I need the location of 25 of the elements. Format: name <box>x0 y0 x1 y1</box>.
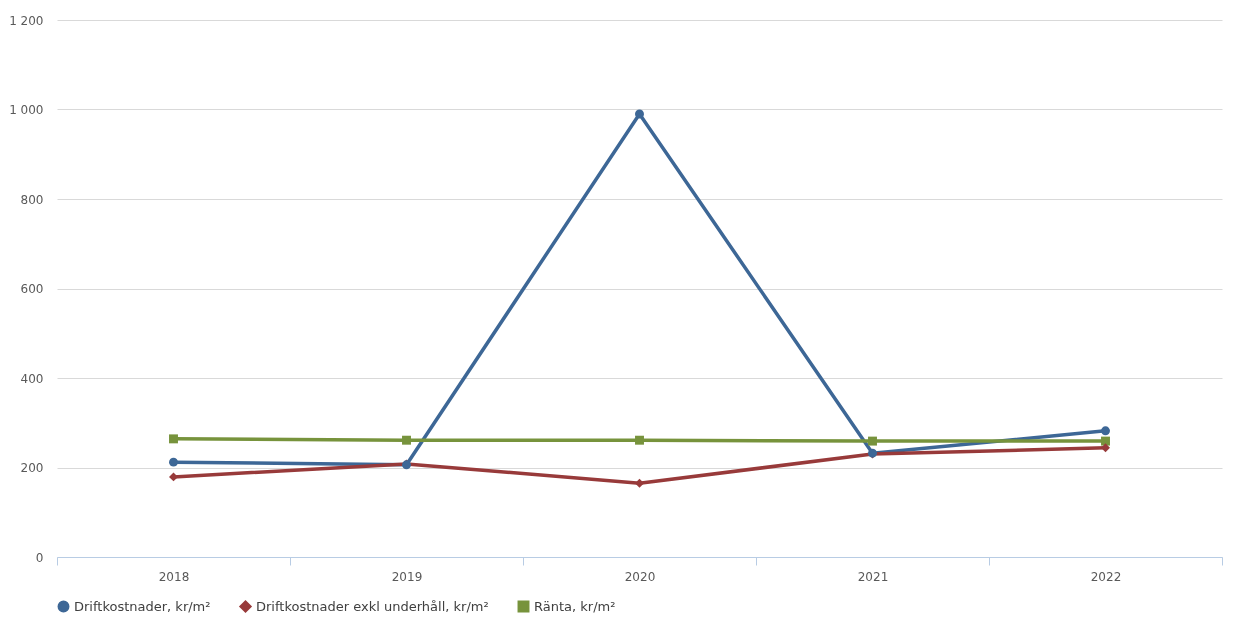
y-tick-label: 1 000 <box>9 103 44 117</box>
point <box>635 435 644 445</box>
x-tick-label: 2019 <box>391 569 423 584</box>
point <box>169 434 178 444</box>
legend-label: Ränta, kr/m² <box>534 598 616 614</box>
point <box>868 436 877 446</box>
y-tick-label: 1 200 <box>9 13 44 28</box>
point <box>402 435 411 445</box>
legend-label: Driftkostnader, kr/m² <box>74 598 211 614</box>
point <box>1101 443 1110 453</box>
point <box>169 457 178 467</box>
y-tick-label: 0 <box>35 550 44 565</box>
point <box>635 478 644 488</box>
point <box>1101 426 1110 436</box>
x-tick-label: 2020 <box>624 569 656 584</box>
legend-label: Driftkostnader exkl underhåll, kr/m² <box>256 598 489 614</box>
x-tick-label: 2021 <box>857 569 889 584</box>
y-tick-label: 400 <box>20 371 44 386</box>
y-tick-label: 200 <box>20 461 44 475</box>
y-tick-label: 600 <box>20 282 44 296</box>
point <box>635 109 644 119</box>
y-tick-label: 800 <box>20 192 44 207</box>
x-tick-label: 2022 <box>1090 569 1122 584</box>
point <box>169 472 178 482</box>
x-tick-label: 2018 <box>158 569 190 584</box>
